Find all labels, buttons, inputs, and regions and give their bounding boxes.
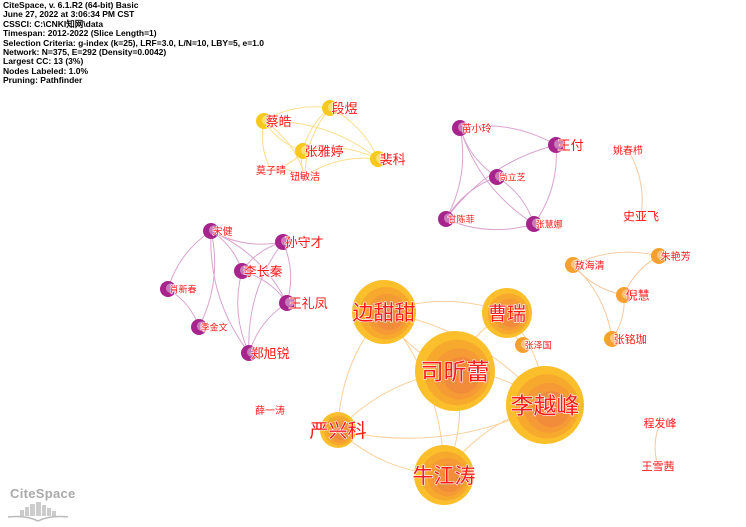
edge <box>167 230 212 290</box>
edge <box>198 230 216 328</box>
edge <box>304 107 331 177</box>
edge <box>572 264 613 340</box>
node-label: 宋健 <box>213 225 233 238</box>
info-line: Pruning: Pathfinder <box>3 75 83 86</box>
node-段煜[interactable] <box>322 100 338 116</box>
edge <box>459 127 535 225</box>
node-label: 张慧娜 <box>536 218 563 230</box>
node-label: 肖新春 <box>170 283 197 295</box>
node-label: 孙守才 <box>285 236 324 251</box>
node-label: 钮敏洁 <box>290 170 320 183</box>
info-line: Selection Criteria: g-index (k=25), LRF=… <box>3 37 265 48</box>
node-尚立芝[interactable] <box>489 169 505 185</box>
node-label: 牛江涛 <box>413 464 476 488</box>
edge <box>263 120 379 160</box>
edge <box>248 241 284 354</box>
edge <box>533 144 557 225</box>
edge <box>237 270 250 354</box>
book-icon <box>7 502 69 522</box>
node-label: 敖海清 <box>575 259 605 272</box>
node-label: 王付 <box>558 139 584 154</box>
node-label: 薛一涛 <box>255 404 285 417</box>
info-line: June 27, 2022 at 3:06:34 PM CST <box>3 9 135 20</box>
info-line: Nodes Labeled: 1.0% <box>3 65 89 76</box>
edge <box>248 302 288 354</box>
node-朱艳芳[interactable] <box>651 248 667 264</box>
edge <box>572 251 660 266</box>
node-季金文[interactable] <box>191 319 207 335</box>
node-李长秦[interactable] <box>234 263 250 279</box>
edge <box>496 176 535 225</box>
node-label: 李长秦 <box>244 265 283 280</box>
info-line: Largest CC: 13 (3%) <box>3 56 84 67</box>
node-张铭珈[interactable] <box>604 331 620 347</box>
node-严兴科[interactable] <box>320 412 356 448</box>
node-label: 张雅婷 <box>305 144 344 160</box>
info-line: Timespan: 2012-2022 (Slice Length=1) <box>3 28 157 39</box>
node-label: 边甜甜 <box>353 301 416 325</box>
node-司昕蕾[interactable] <box>415 331 495 411</box>
node-label: 裴科 <box>380 153 406 168</box>
node-label: 倪慧 <box>626 288 650 303</box>
node-张慧娜[interactable] <box>526 216 542 232</box>
edge <box>270 168 306 177</box>
node-曹瑞[interactable] <box>482 288 532 338</box>
node-label: 甘陈菲 <box>448 213 475 225</box>
node-倪慧[interactable] <box>616 287 632 303</box>
node-label: 严兴科 <box>310 420 367 442</box>
node-甘陈菲[interactable] <box>438 211 454 227</box>
edge <box>445 218 535 231</box>
citespace-logo: CiteSpace <box>6 486 76 524</box>
node-label: 王雪茜 <box>642 460 675 473</box>
node-label: 尚立芝 <box>499 171 526 183</box>
node-label: 姚春栉 <box>613 144 643 157</box>
info-line: Network: N=375, E=292 (Density=0.0042) <box>3 47 167 58</box>
info-line: CiteSpace, v. 6.1.R2 (64-bit) Basic <box>3 0 139 10</box>
node-敖海清[interactable] <box>565 257 581 273</box>
node-裴科[interactable] <box>370 151 386 167</box>
node-王礼凤[interactable] <box>279 295 295 311</box>
edge <box>210 230 250 354</box>
node-label: 李越峰 <box>511 394 580 420</box>
node-label: 苗小玲 <box>462 123 492 135</box>
node-label: 程发峰 <box>644 416 677 430</box>
node-肖新春[interactable] <box>160 281 176 297</box>
edge <box>627 149 643 217</box>
node-张雅婷[interactable] <box>295 143 311 159</box>
node-郑旭锐[interactable] <box>241 345 257 361</box>
node-label: 司昕蕾 <box>421 360 490 386</box>
edge <box>282 241 292 304</box>
node-边甜甜[interactable] <box>352 280 416 344</box>
node-李越峰[interactable] <box>506 366 584 444</box>
node-王付[interactable] <box>548 137 564 153</box>
info-panel: CiteSpace, v. 6.1.R2 (64-bit) Basic June… <box>3 0 265 86</box>
info-line: CSSCI: C:\CNKI知网\data <box>3 18 104 29</box>
node-label: 季金文 <box>201 321 228 333</box>
node-宋健[interactable] <box>203 223 219 239</box>
edge <box>445 127 464 220</box>
node-label: 莫子晴 <box>256 164 286 177</box>
node-孙守才[interactable] <box>275 234 291 250</box>
edge <box>459 125 557 146</box>
node-label: 曹瑞 <box>488 303 526 325</box>
node-label: 王礼凤 <box>289 296 328 312</box>
node-label: 朱艳芳 <box>661 250 691 263</box>
edge <box>654 422 661 467</box>
node-牛江涛[interactable] <box>414 445 474 505</box>
edge <box>210 230 288 304</box>
edge <box>459 127 498 178</box>
node-label: 郑旭锐 <box>251 347 290 362</box>
node-label: 张铭珈 <box>614 332 647 346</box>
node-苗小玲[interactable] <box>452 120 468 136</box>
node-label: 段煜 <box>332 102 358 117</box>
node-蔡皓[interactable] <box>256 113 272 129</box>
node-label: 蔡皓 <box>266 115 292 130</box>
node-label: 史亚飞 <box>623 210 659 224</box>
node-张泽国[interactable] <box>515 337 531 353</box>
node-label: 张泽国 <box>525 340 552 351</box>
